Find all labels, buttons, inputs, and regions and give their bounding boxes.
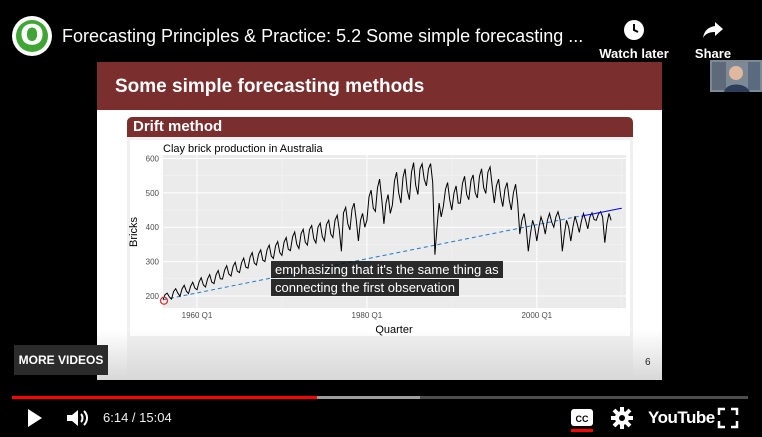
volume-button[interactable] — [64, 406, 90, 435]
y-axis-label: Bricks — [128, 217, 140, 247]
channel-logo-letter: O — [20, 18, 44, 51]
channel-logo-ring — [16, 20, 48, 52]
slide: Some simple forecasting methods Drift me… — [97, 62, 662, 380]
watch-later-button[interactable]: Watch later — [598, 18, 670, 61]
caption-line-1: emphasizing that it's the same thing as — [271, 261, 503, 278]
share-arrow-icon — [703, 22, 723, 38]
fullscreen-button[interactable] — [716, 406, 740, 435]
first-observation-marker — [159, 296, 169, 305]
channel-logo[interactable]: O — [12, 16, 52, 56]
play-button[interactable] — [22, 406, 46, 435]
slide-page-number: 6 — [645, 357, 651, 368]
closed-caption: emphasizing that it's the same thing as … — [271, 261, 503, 297]
cc-icon: CC — [571, 409, 593, 432]
captions-button[interactable]: CC — [570, 406, 594, 437]
volume-icon — [67, 410, 88, 426]
chart-title: Clay brick production in Australia — [163, 143, 323, 155]
play-icon — [28, 409, 42, 427]
block-header: Drift method — [127, 117, 633, 137]
slide-footer-shade — [97, 330, 662, 380]
slide-title: Some simple forecasting methods — [115, 76, 425, 97]
share-label: Share — [694, 46, 732, 61]
x-tick-label: 1980 Q1 — [352, 311, 383, 320]
slide-header: Some simple forecasting methods — [97, 62, 662, 110]
drift-line — [162, 215, 580, 301]
settings-button[interactable] — [610, 406, 634, 435]
gear-icon — [611, 407, 633, 429]
youtube-logo[interactable]: YouTube — [648, 408, 715, 427]
clock-icon — [624, 20, 644, 40]
y-tick-label: 400 — [146, 223, 160, 232]
progress-played — [12, 396, 317, 399]
series-line-observed — [162, 162, 612, 301]
video-title[interactable]: Forecasting Principles & Practice: 5.2 S… — [62, 26, 584, 46]
y-tick-label: 200 — [146, 292, 160, 301]
x-tick-label: 1960 Q1 — [182, 311, 213, 320]
caption-line-2: connecting the first observation — [271, 279, 459, 296]
y-tick-label: 300 — [146, 258, 160, 267]
x-tick-label: 2000 Q1 — [521, 311, 552, 320]
fullscreen-icon — [717, 407, 739, 429]
series-line-forecast — [581, 207, 622, 217]
y-tick-label: 600 — [146, 154, 160, 163]
block-title: Drift method — [133, 118, 223, 135]
y-tick-label: 500 — [146, 189, 160, 198]
watch-later-label: Watch later — [599, 46, 669, 61]
progress-bar[interactable] — [12, 396, 748, 399]
share-button[interactable]: Share — [677, 18, 749, 61]
time-display: 6:14 / 15:04 — [103, 410, 172, 425]
more-videos-button[interactable]: MORE VIDEOS — [14, 345, 108, 375]
chart: 200 300 400 500 600 1960 Q1 1980 Q1 2000 Q1 Cla… — [128, 140, 630, 336]
axes: 200 300 400 500 600 1960 Q1 1980 Q1 2000 Q1 — [146, 154, 553, 320]
presenter-webcam — [710, 60, 762, 92]
cc-icon-text: CC — [576, 414, 589, 424]
series-layer — [159, 162, 622, 305]
